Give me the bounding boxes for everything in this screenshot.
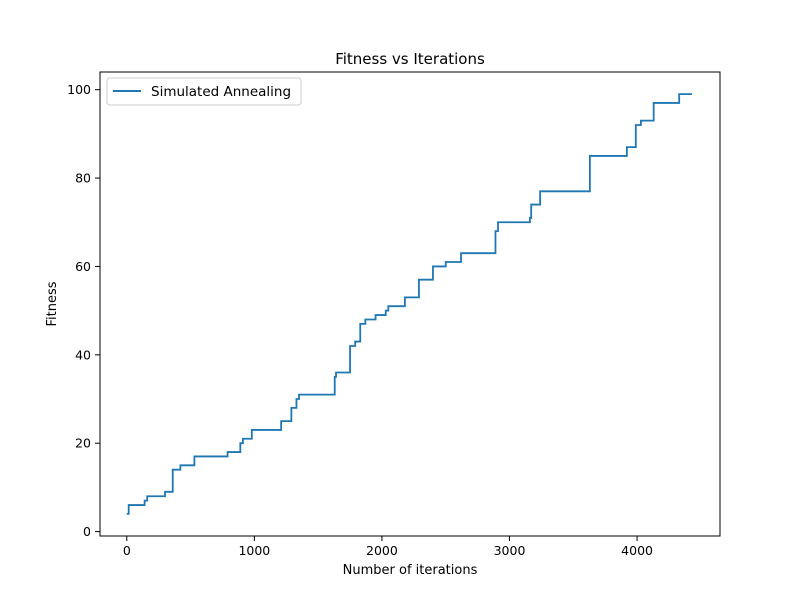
- legend-box: [106, 77, 302, 106]
- x-axis-label: Number of iterations: [343, 563, 478, 578]
- series-line-simulated-annealing: [126, 93, 692, 515]
- plot-area: [99, 71, 721, 537]
- chart-title: Fitness vs Iterations: [335, 50, 485, 68]
- legend-label: Simulated Annealing: [151, 84, 291, 100]
- x-tick-label: 1000: [238, 543, 270, 558]
- y-tick-label: 0: [83, 524, 91, 539]
- x-tick-label: 0: [123, 543, 131, 558]
- axes-frame: [99, 71, 721, 537]
- y-tick-label: 40: [75, 347, 91, 362]
- y-tick-label: 80: [75, 171, 91, 186]
- y-tick-label: 100: [67, 82, 91, 97]
- y-axis-label: Fitness: [45, 281, 60, 326]
- y-tick-label: 60: [75, 259, 91, 274]
- x-tick-label: 3000: [494, 543, 526, 558]
- y-axis: 0 20 40 60 80 100: [67, 82, 100, 539]
- x-axis: 0 1000 2000 3000 4000: [123, 536, 653, 558]
- x-tick-label: 4000: [621, 543, 653, 558]
- y-tick-label: 20: [75, 436, 91, 451]
- legend: Simulated Annealing: [106, 77, 302, 106]
- x-tick-label: 2000: [366, 543, 398, 558]
